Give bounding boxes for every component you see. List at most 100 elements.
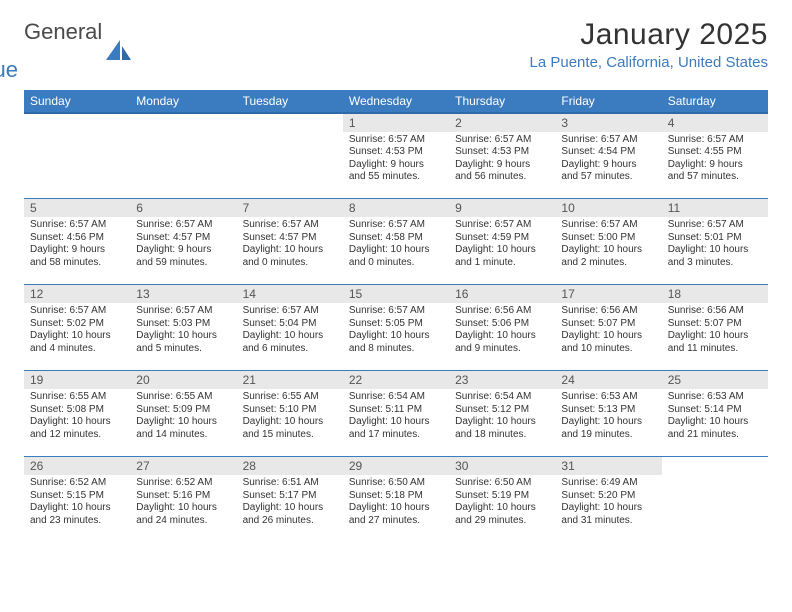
sunset-text: Sunset: 4:53 PM — [349, 146, 443, 159]
day-number — [130, 114, 236, 118]
sunrise-text: Sunrise: 6:57 AM — [136, 219, 230, 232]
day-number: 1 — [343, 114, 449, 132]
day-details: Sunrise: 6:57 AMSunset: 4:58 PMDaylight:… — [343, 217, 449, 273]
day-details: Sunrise: 6:50 AMSunset: 5:19 PMDaylight:… — [449, 475, 555, 531]
daylight-text: Daylight: 10 hours and 0 minutes. — [349, 244, 443, 269]
sunset-text: Sunset: 5:08 PM — [30, 404, 124, 417]
sunset-text: Sunset: 5:07 PM — [561, 318, 655, 331]
calendar-day-cell: 16Sunrise: 6:56 AMSunset: 5:06 PMDayligh… — [449, 285, 555, 371]
sunrise-text: Sunrise: 6:57 AM — [561, 219, 655, 232]
calendar-day-cell: 30Sunrise: 6:50 AMSunset: 5:19 PMDayligh… — [449, 457, 555, 543]
daylight-text: Daylight: 10 hours and 29 minutes. — [455, 502, 549, 527]
sunset-text: Sunset: 5:10 PM — [243, 404, 337, 417]
day-details: Sunrise: 6:53 AMSunset: 5:13 PMDaylight:… — [555, 389, 661, 445]
calendar-day-cell: 7Sunrise: 6:57 AMSunset: 4:57 PMDaylight… — [237, 199, 343, 285]
column-header: Sunday — [24, 90, 130, 113]
daylight-text: Daylight: 10 hours and 1 minute. — [455, 244, 549, 269]
calendar-day-cell: 19Sunrise: 6:55 AMSunset: 5:08 PMDayligh… — [24, 371, 130, 457]
calendar-day-cell: 22Sunrise: 6:54 AMSunset: 5:11 PMDayligh… — [343, 371, 449, 457]
column-header: Friday — [555, 90, 661, 113]
calendar-day-cell: 21Sunrise: 6:55 AMSunset: 5:10 PMDayligh… — [237, 371, 343, 457]
sunrise-text: Sunrise: 6:55 AM — [243, 391, 337, 404]
daylight-text: Daylight: 10 hours and 8 minutes. — [349, 330, 443, 355]
sunset-text: Sunset: 5:14 PM — [668, 404, 762, 417]
daylight-text: Daylight: 9 hours and 57 minutes. — [561, 159, 655, 184]
day-details: Sunrise: 6:52 AMSunset: 5:16 PMDaylight:… — [130, 475, 236, 531]
daylight-text: Daylight: 9 hours and 55 minutes. — [349, 159, 443, 184]
calendar-day-cell: 23Sunrise: 6:54 AMSunset: 5:12 PMDayligh… — [449, 371, 555, 457]
sunrise-text: Sunrise: 6:50 AM — [455, 477, 549, 490]
calendar-week-row: 12Sunrise: 6:57 AMSunset: 5:02 PMDayligh… — [24, 285, 768, 371]
sunrise-text: Sunrise: 6:55 AM — [30, 391, 124, 404]
day-details: Sunrise: 6:49 AMSunset: 5:20 PMDaylight:… — [555, 475, 661, 531]
daylight-text: Daylight: 10 hours and 23 minutes. — [30, 502, 124, 527]
sunrise-text: Sunrise: 6:57 AM — [136, 305, 230, 318]
day-details: Sunrise: 6:52 AMSunset: 5:15 PMDaylight:… — [24, 475, 130, 531]
sunrise-text: Sunrise: 6:56 AM — [561, 305, 655, 318]
sunrise-text: Sunrise: 6:57 AM — [455, 219, 549, 232]
calendar-day-cell: 26Sunrise: 6:52 AMSunset: 5:15 PMDayligh… — [24, 457, 130, 543]
day-number: 30 — [449, 457, 555, 475]
calendar-day-cell: 1Sunrise: 6:57 AMSunset: 4:53 PMDaylight… — [343, 113, 449, 199]
sunrise-text: Sunrise: 6:53 AM — [561, 391, 655, 404]
sunset-text: Sunset: 5:02 PM — [30, 318, 124, 331]
daylight-text: Daylight: 10 hours and 31 minutes. — [561, 502, 655, 527]
sunrise-text: Sunrise: 6:57 AM — [243, 219, 337, 232]
calendar-day-cell: 2Sunrise: 6:57 AMSunset: 4:53 PMDaylight… — [449, 113, 555, 199]
sunrise-text: Sunrise: 6:54 AM — [455, 391, 549, 404]
day-number — [24, 114, 130, 118]
day-number: 19 — [24, 371, 130, 389]
sunrise-text: Sunrise: 6:57 AM — [668, 134, 762, 147]
calendar-day-cell: 14Sunrise: 6:57 AMSunset: 5:04 PMDayligh… — [237, 285, 343, 371]
day-number: 25 — [662, 371, 768, 389]
day-number — [237, 114, 343, 118]
daylight-text: Daylight: 10 hours and 18 minutes. — [455, 416, 549, 441]
sunset-text: Sunset: 5:20 PM — [561, 490, 655, 503]
calendar-day-cell: 10Sunrise: 6:57 AMSunset: 5:00 PMDayligh… — [555, 199, 661, 285]
calendar-day-cell: 20Sunrise: 6:55 AMSunset: 5:09 PMDayligh… — [130, 371, 236, 457]
daylight-text: Daylight: 10 hours and 4 minutes. — [30, 330, 124, 355]
sunset-text: Sunset: 5:19 PM — [455, 490, 549, 503]
day-details: Sunrise: 6:57 AMSunset: 5:00 PMDaylight:… — [555, 217, 661, 273]
day-number: 22 — [343, 371, 449, 389]
daylight-text: Daylight: 9 hours and 57 minutes. — [668, 159, 762, 184]
calendar-day-cell: 15Sunrise: 6:57 AMSunset: 5:05 PMDayligh… — [343, 285, 449, 371]
calendar-day-cell: 24Sunrise: 6:53 AMSunset: 5:13 PMDayligh… — [555, 371, 661, 457]
calendar-day-cell: 3Sunrise: 6:57 AMSunset: 4:54 PMDaylight… — [555, 113, 661, 199]
sunset-text: Sunset: 5:17 PM — [243, 490, 337, 503]
day-number: 13 — [130, 285, 236, 303]
calendar-table: SundayMondayTuesdayWednesdayThursdayFrid… — [24, 90, 768, 543]
day-details: Sunrise: 6:57 AMSunset: 4:53 PMDaylight:… — [343, 132, 449, 188]
calendar-day-cell: 8Sunrise: 6:57 AMSunset: 4:58 PMDaylight… — [343, 199, 449, 285]
title-block: January 2025 La Puente, California, Unit… — [530, 18, 768, 71]
sunrise-text: Sunrise: 6:51 AM — [243, 477, 337, 490]
calendar-day-cell: 9Sunrise: 6:57 AMSunset: 4:59 PMDaylight… — [449, 199, 555, 285]
day-details: Sunrise: 6:57 AMSunset: 5:03 PMDaylight:… — [130, 303, 236, 359]
calendar-day-cell: 12Sunrise: 6:57 AMSunset: 5:02 PMDayligh… — [24, 285, 130, 371]
sunset-text: Sunset: 5:09 PM — [136, 404, 230, 417]
calendar-day-cell: 6Sunrise: 6:57 AMSunset: 4:57 PMDaylight… — [130, 199, 236, 285]
calendar-day-cell — [237, 113, 343, 199]
sunrise-text: Sunrise: 6:52 AM — [136, 477, 230, 490]
day-number: 16 — [449, 285, 555, 303]
calendar-week-row: 5Sunrise: 6:57 AMSunset: 4:56 PMDaylight… — [24, 199, 768, 285]
calendar-week-row: 19Sunrise: 6:55 AMSunset: 5:08 PMDayligh… — [24, 371, 768, 457]
sunset-text: Sunset: 5:13 PM — [561, 404, 655, 417]
sunrise-text: Sunrise: 6:56 AM — [668, 305, 762, 318]
calendar-day-cell: 4Sunrise: 6:57 AMSunset: 4:55 PMDaylight… — [662, 113, 768, 199]
sunset-text: Sunset: 5:03 PM — [136, 318, 230, 331]
sunrise-text: Sunrise: 6:57 AM — [243, 305, 337, 318]
day-details: Sunrise: 6:57 AMSunset: 4:54 PMDaylight:… — [555, 132, 661, 188]
day-number: 15 — [343, 285, 449, 303]
calendar-day-cell: 29Sunrise: 6:50 AMSunset: 5:18 PMDayligh… — [343, 457, 449, 543]
sunset-text: Sunset: 5:05 PM — [349, 318, 443, 331]
calendar-day-cell: 27Sunrise: 6:52 AMSunset: 5:16 PMDayligh… — [130, 457, 236, 543]
column-header: Thursday — [449, 90, 555, 113]
sunrise-text: Sunrise: 6:56 AM — [455, 305, 549, 318]
day-number: 17 — [555, 285, 661, 303]
calendar-day-cell: 25Sunrise: 6:53 AMSunset: 5:14 PMDayligh… — [662, 371, 768, 457]
day-details: Sunrise: 6:57 AMSunset: 5:01 PMDaylight:… — [662, 217, 768, 273]
calendar-day-cell: 11Sunrise: 6:57 AMSunset: 5:01 PMDayligh… — [662, 199, 768, 285]
column-header: Monday — [130, 90, 236, 113]
day-details: Sunrise: 6:56 AMSunset: 5:07 PMDaylight:… — [555, 303, 661, 359]
